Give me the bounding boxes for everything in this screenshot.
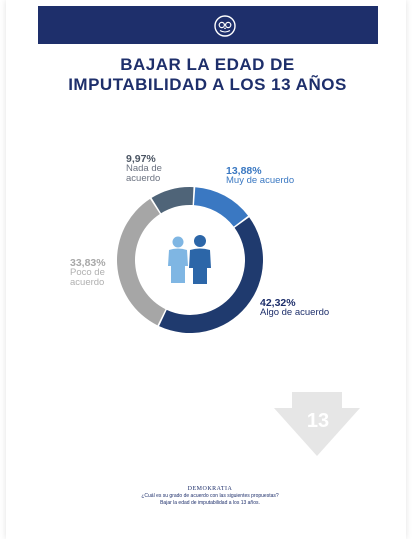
label-algo-line1: Algo de acuerdo [260,307,330,318]
slice-poco-de-acuerdo [116,198,166,326]
title-line-1: BAJAR LA EDAD DE [120,55,295,74]
donut-slices [116,187,264,333]
label-muy-line1: Muy de acuerdo [226,175,295,186]
slice-muy-de-acuerdo [193,187,249,227]
label-nada-pct: 9,97% [126,153,156,165]
slice-algo-de-acuerdo [159,217,264,333]
footer-brand: DEMOKRATIA [187,486,233,492]
owl-logo-icon [214,15,236,37]
title-line-2: IMPUTABILIDAD A LOS 13 AÑOS [68,75,347,94]
label-muy-pct: 13,88% [226,165,262,177]
label-algo-pct: 42,32% [260,297,296,309]
person-right-icon [189,235,211,284]
footer-subquestion: Bajar la edad de imputabilidad a los 13 … [160,500,260,506]
label-nada-line2: acuerdo [126,173,161,184]
label-poco-line2: acuerdo [70,277,105,288]
label-poco-line1: Poco de [70,267,105,278]
label-poco-de-acuerdo: 33,83% Poco de acuerdo [70,258,106,288]
down-arrow-graphic: 13 [274,392,360,456]
label-poco-pct: 33,83% [70,257,106,269]
footer-question: ¿Cuál es su grado de acuerdo con las sig… [141,493,279,499]
person-left-icon [168,236,188,283]
label-nada-de-acuerdo: 9,97% Nada de acuerdo [126,154,162,184]
label-nada-line1: Nada de [126,163,162,174]
page-title: BAJAR LA EDAD DE IMPUTABILIDAD A LOS 13 … [40,55,375,95]
label-algo-de-acuerdo: 42,32% Algo de acuerdo [260,298,329,318]
label-muy-de-acuerdo: 13,88% Muy de acuerdo [226,166,294,186]
header-bar [38,6,378,44]
footer: DEMOKRATIA ¿Cuál es su grado de acuerdo … [60,486,360,507]
people-icon [168,235,211,284]
arrow-number: 13 [307,410,329,432]
slice-nada-de-acuerdo [151,187,194,214]
